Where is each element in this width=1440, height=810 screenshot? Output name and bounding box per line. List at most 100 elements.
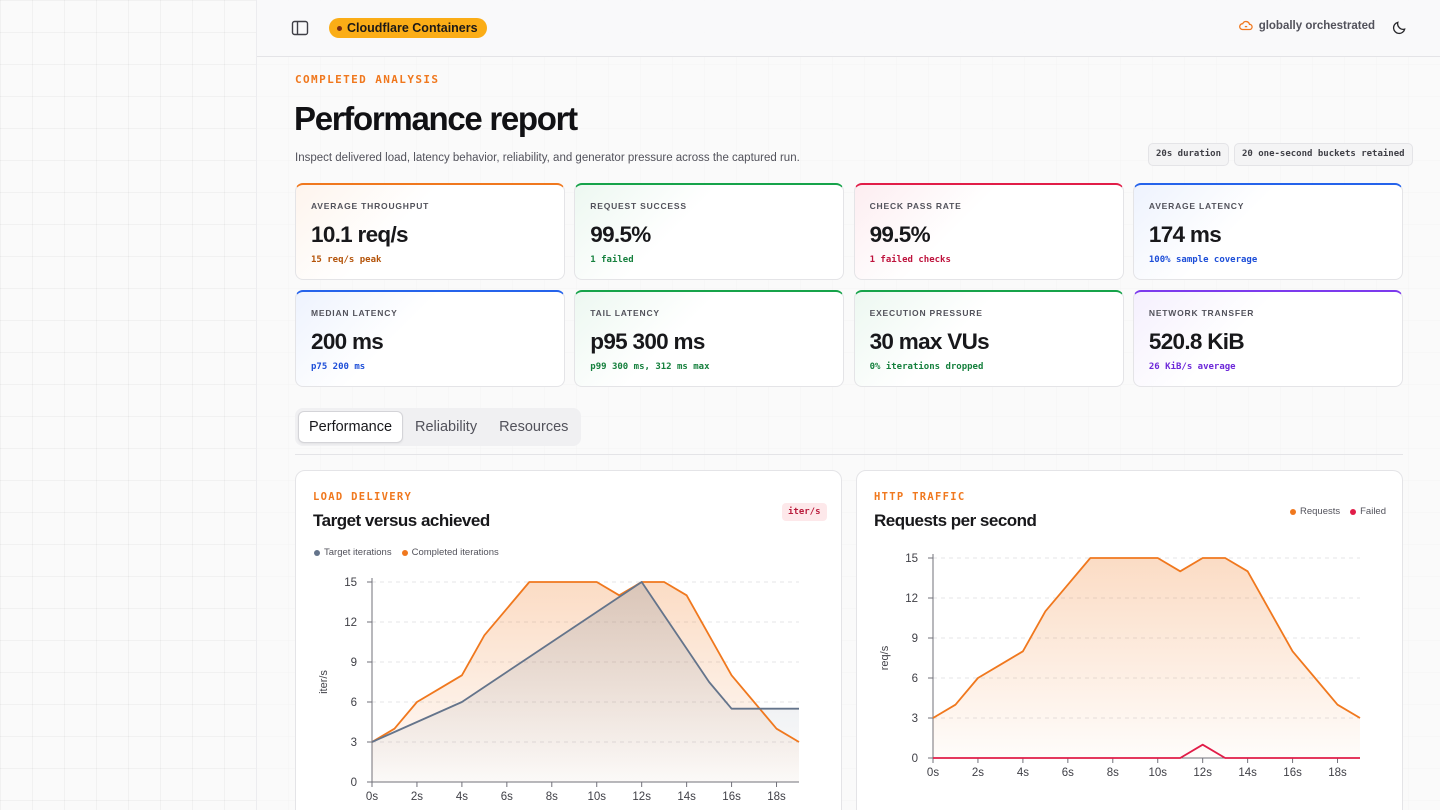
kpi-label: MEDIAN LATENCY	[311, 308, 398, 318]
kpi-card: MEDIAN LATENCY 200 ms p75 200 ms	[295, 290, 565, 387]
tab-performance[interactable]: Performance	[298, 411, 404, 443]
tabs-divider	[295, 454, 1403, 455]
orchestration-label: globally orchestrated	[1258, 20, 1375, 32]
series-line	[932, 557, 1361, 719]
y-tick-label: 12	[905, 593, 918, 605]
legend-item: Requests	[1289, 506, 1341, 517]
series-line	[933, 743, 1360, 759]
kpi-label: TAIL LATENCY	[590, 308, 660, 318]
card-title: Target versus achieved	[313, 511, 490, 530]
duration-chip: 20s duration	[1148, 143, 1230, 166]
x-tick-label: 8s	[1107, 767, 1119, 779]
legend-label: Completed iterations	[411, 547, 499, 558]
moon-icon[interactable]	[1392, 20, 1407, 35]
legend-item: Completed iterations	[401, 547, 499, 558]
kpi-detail: 0% iterations dropped	[869, 362, 984, 372]
legend-swatch	[401, 549, 408, 556]
kpi-label: NETWORK TRANSFER	[1148, 308, 1255, 318]
kpi-card: REQUEST SUCCESS 99.5% 1 failed	[574, 183, 845, 280]
kpi-label: EXECUTION PRESSURE	[869, 308, 983, 318]
kpi-card: AVERAGE THROUGHPUT 10.1 req/s 15 req/s pea…	[295, 183, 565, 280]
cloud-link-icon	[1238, 20, 1253, 31]
legend-label: Failed	[1360, 506, 1386, 517]
load-delivery-chart: 0 3 6 9 12 15 0s 2s 4s 6s 8s 10s 12s 14s 16s 18s iter/s	[318, 577, 800, 803]
kpi-label: AVERAGE THROUGHPUT	[311, 201, 430, 211]
kpi-value: 174 ms	[1148, 222, 1222, 247]
y-tick-label: 6	[351, 697, 357, 709]
page-title: Performance report	[294, 100, 578, 137]
kpi-card: EXECUTION PRESSURE 30 max VUs 0% iteration…	[853, 290, 1124, 387]
kpi-card: NETWORK TRANSFER 520.8 KiB 26 KiB/s averag…	[1132, 290, 1403, 387]
series-line	[371, 581, 800, 743]
tab-reliability[interactable]: Reliability	[415, 419, 478, 435]
kpi-value: p95 300 ms	[590, 329, 705, 354]
chart-legend: Requests Failed	[1289, 506, 1386, 517]
kpi-detail: 1 failed checks	[869, 255, 951, 265]
chart-legend: Target iterations Completed iterations	[314, 547, 499, 558]
legend-label: Target iterations	[324, 547, 392, 558]
main-content: Cloudflare Containers globally orchestra…	[256, 0, 1440, 810]
legend-swatch	[1289, 508, 1296, 515]
y-tick-label: 9	[912, 633, 918, 645]
y-axis-label: iter/s	[318, 670, 330, 694]
kpi-detail: 15 req/s peak	[311, 255, 382, 265]
x-tick-label: 14s	[677, 791, 696, 803]
page-subtitle: Inspect delivered load, latency behavior…	[295, 152, 800, 164]
x-tick-label: 18s	[1328, 767, 1347, 779]
kpi-detail: 100% sample coverage	[1148, 255, 1258, 265]
y-tick-label: 15	[344, 577, 357, 589]
x-tick-label: 0s	[366, 791, 378, 803]
unit-chip: iter/s	[782, 503, 827, 521]
buckets-chip: 20 one-second buckets retained	[1234, 143, 1413, 166]
series-line	[371, 581, 799, 743]
y-axis-label: req/s	[879, 645, 891, 670]
requests-per-second-chart: 0 3 6 9 12 15 0s 2s 4s 6s 8s 10s 12s 14s 16s 18s req/s	[879, 553, 1361, 779]
x-tick-label: 10s	[1148, 767, 1167, 779]
kpi-detail: p75 200 ms	[311, 362, 366, 372]
y-tick-label: 3	[912, 713, 918, 725]
y-tick-label: 0	[351, 777, 357, 789]
x-tick-label: 18s	[767, 791, 786, 803]
x-tick-label: 0s	[927, 767, 939, 779]
load-delivery-card: LOAD DELIVERY Target versus achieved ite…	[295, 470, 842, 810]
brand-label: Cloudflare Containers	[347, 21, 478, 35]
kpi-card: TAIL LATENCY p95 300 ms p99 300 ms, 312 ms…	[574, 290, 845, 387]
series-area	[933, 558, 1360, 758]
legend-swatch	[314, 549, 320, 556]
kpi-grid: AVERAGE THROUGHPUT 10.1 req/s 15 req/s pea…	[295, 183, 1403, 387]
x-tick-label: 12s	[632, 791, 651, 803]
y-tick-label: 6	[912, 673, 918, 685]
y-tick-label: 15	[905, 553, 918, 565]
y-tick-label: 9	[351, 657, 357, 669]
tab-resources[interactable]: Resources	[499, 419, 569, 435]
status-dot-icon	[337, 25, 342, 31]
kpi-value: 10.1 req/s	[311, 222, 409, 247]
series-area	[372, 582, 799, 782]
x-tick-label: 2s	[972, 767, 984, 779]
x-tick-label: 4s	[1017, 767, 1029, 779]
x-tick-label: 10s	[587, 791, 606, 803]
kpi-value: 520.8 KiB	[1148, 329, 1245, 354]
x-tick-label: 12s	[1193, 767, 1212, 779]
kpi-label: REQUEST SUCCESS	[590, 201, 687, 211]
kpi-detail: 1 failed	[590, 255, 634, 265]
top-bar: Cloudflare Containers globally orchestra…	[257, 0, 1440, 57]
orchestration-status: globally orchestrated	[1238, 20, 1375, 32]
x-tick-label: 4s	[456, 791, 468, 803]
sidebar-toggle-icon[interactable]	[291, 19, 309, 37]
x-tick-label: 6s	[1062, 767, 1074, 779]
kpi-card: AVERAGE LATENCY 174 ms 100% sample coverag…	[1132, 183, 1403, 280]
x-tick-label: 2s	[411, 791, 423, 803]
brand-badge: Cloudflare Containers	[329, 18, 487, 38]
kpi-value: 99.5%	[590, 222, 651, 247]
x-tick-label: 16s	[1283, 767, 1302, 779]
kpi-card: CHECK PASS RATE 99.5% 1 failed checks	[853, 183, 1124, 280]
x-tick-label: 14s	[1238, 767, 1257, 779]
card-eyebrow: LOAD DELIVERY	[313, 491, 413, 503]
http-traffic-card: HTTP TRAFFIC Requests per second Request…	[856, 470, 1403, 810]
card-eyebrow: HTTP TRAFFIC	[874, 491, 966, 503]
kpi-value: 99.5%	[869, 222, 931, 247]
legend-swatch	[1350, 508, 1357, 515]
y-tick-label: 0	[912, 753, 918, 765]
legend-label: Requests	[1299, 506, 1341, 517]
